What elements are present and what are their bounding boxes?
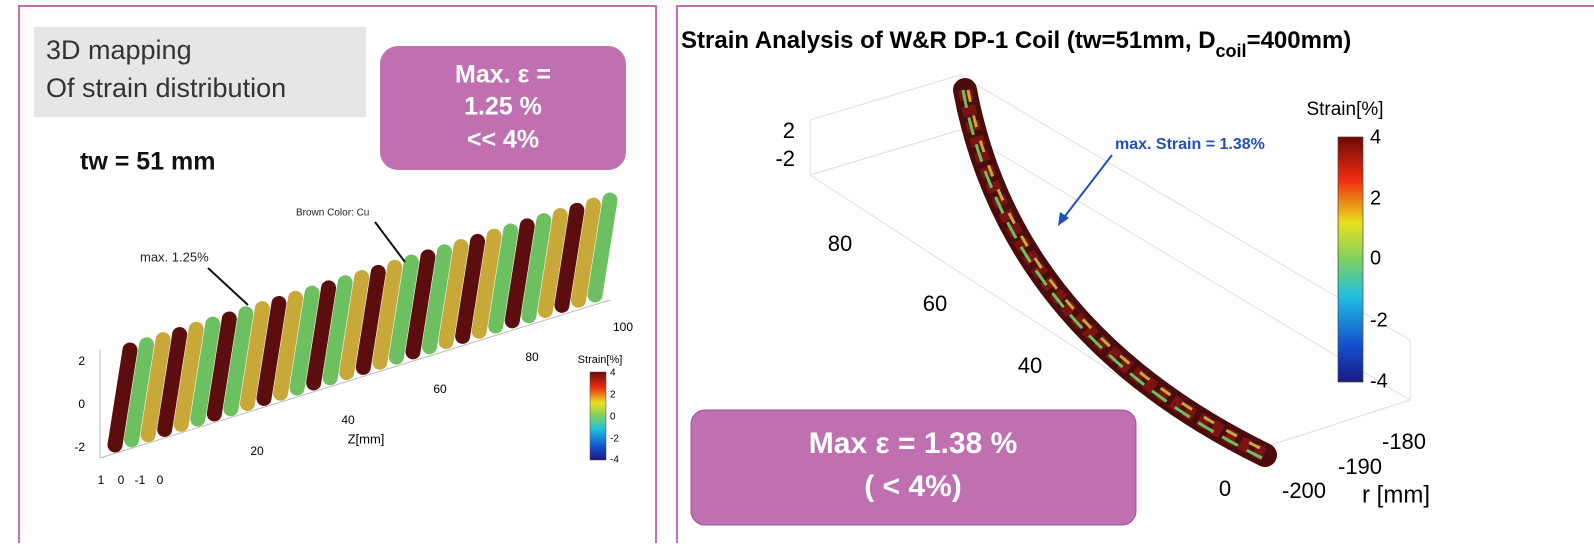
- axis-line: [810, 130, 960, 175]
- arrow: [375, 222, 405, 262]
- tick-label: -2: [74, 440, 85, 454]
- tick-label: -1: [135, 473, 146, 487]
- tick-label: -2: [1370, 309, 1388, 331]
- tick-label: 60: [433, 382, 447, 396]
- colorbar: [590, 372, 606, 460]
- arrow: [208, 268, 248, 305]
- tick-label: 2: [78, 354, 85, 368]
- tick-label: 2: [610, 390, 616, 401]
- tick-label: 4: [610, 368, 616, 379]
- tick-label: 0: [610, 412, 616, 423]
- annotation: Brown Color: Cu: [296, 208, 369, 219]
- colorbar: [1338, 137, 1363, 382]
- chart-title: Strain Analysis of W&R DP-1 Coil (tw=51m…: [681, 27, 1351, 60]
- title-sub: coil: [1216, 41, 1247, 61]
- colorbar-title: Strain[%]: [1306, 99, 1383, 120]
- tick-label: 0: [157, 473, 164, 487]
- tick-label: 60: [923, 291, 947, 316]
- title-main: Strain Analysis of W&R DP-1 Coil (tw=51m…: [681, 27, 1216, 54]
- tick-label: 2: [1370, 187, 1381, 209]
- annotation: max. Strain = 1.38%: [1115, 136, 1265, 153]
- label-line: 3D mapping: [46, 35, 192, 65]
- annotation: max. 1.25%: [140, 249, 209, 264]
- tick-label: 0: [1219, 476, 1231, 501]
- colorbar-title: Strain[%]: [578, 354, 623, 366]
- tick-label: 100: [613, 320, 633, 334]
- tick-label: -2: [610, 434, 619, 445]
- tw-label: tw = 51 mm: [80, 148, 215, 176]
- tick-label: -4: [1370, 370, 1388, 392]
- axis-box: [810, 75, 1410, 455]
- tick-label: -2: [775, 146, 795, 171]
- tick-label: -190: [1338, 454, 1382, 479]
- tick-label: 0: [78, 397, 85, 411]
- tick-label: 80: [828, 231, 852, 256]
- tick-label: 4: [1370, 126, 1381, 148]
- tick-label: 40: [341, 413, 355, 427]
- slide: 3D mapping Of strain distribution Max. ε…: [0, 0, 1594, 543]
- tick-label: 20: [250, 444, 264, 458]
- tick-label: 40: [1018, 353, 1042, 378]
- callout-line: Max. ε =: [455, 61, 551, 89]
- callout-line: ( < 4%): [864, 470, 962, 503]
- callout-line: 1.25 %: [464, 93, 542, 121]
- tick-label: 0: [1370, 247, 1381, 269]
- tick-label: -4: [610, 455, 619, 466]
- tick-label: -200: [1282, 478, 1326, 503]
- tick-label: -180: [1382, 429, 1426, 454]
- callout-line: Max ε = 1.38 %: [809, 427, 1018, 460]
- axis-label: Z[mm]: [348, 431, 385, 446]
- title-end: =400mm): [1247, 27, 1352, 54]
- page: 3D mapping Of strain distribution Max. ε…: [0, 0, 1594, 543]
- arrow: [1062, 155, 1112, 220]
- tick-label: 2: [783, 118, 795, 143]
- label-line: Of strain distribution: [46, 73, 286, 103]
- callout-line: << 4%: [467, 126, 539, 154]
- tick-label: 0: [118, 473, 125, 487]
- axis-label: r [mm]: [1362, 481, 1430, 508]
- tick-label: 1: [98, 473, 105, 487]
- tick-label: 80: [525, 350, 539, 364]
